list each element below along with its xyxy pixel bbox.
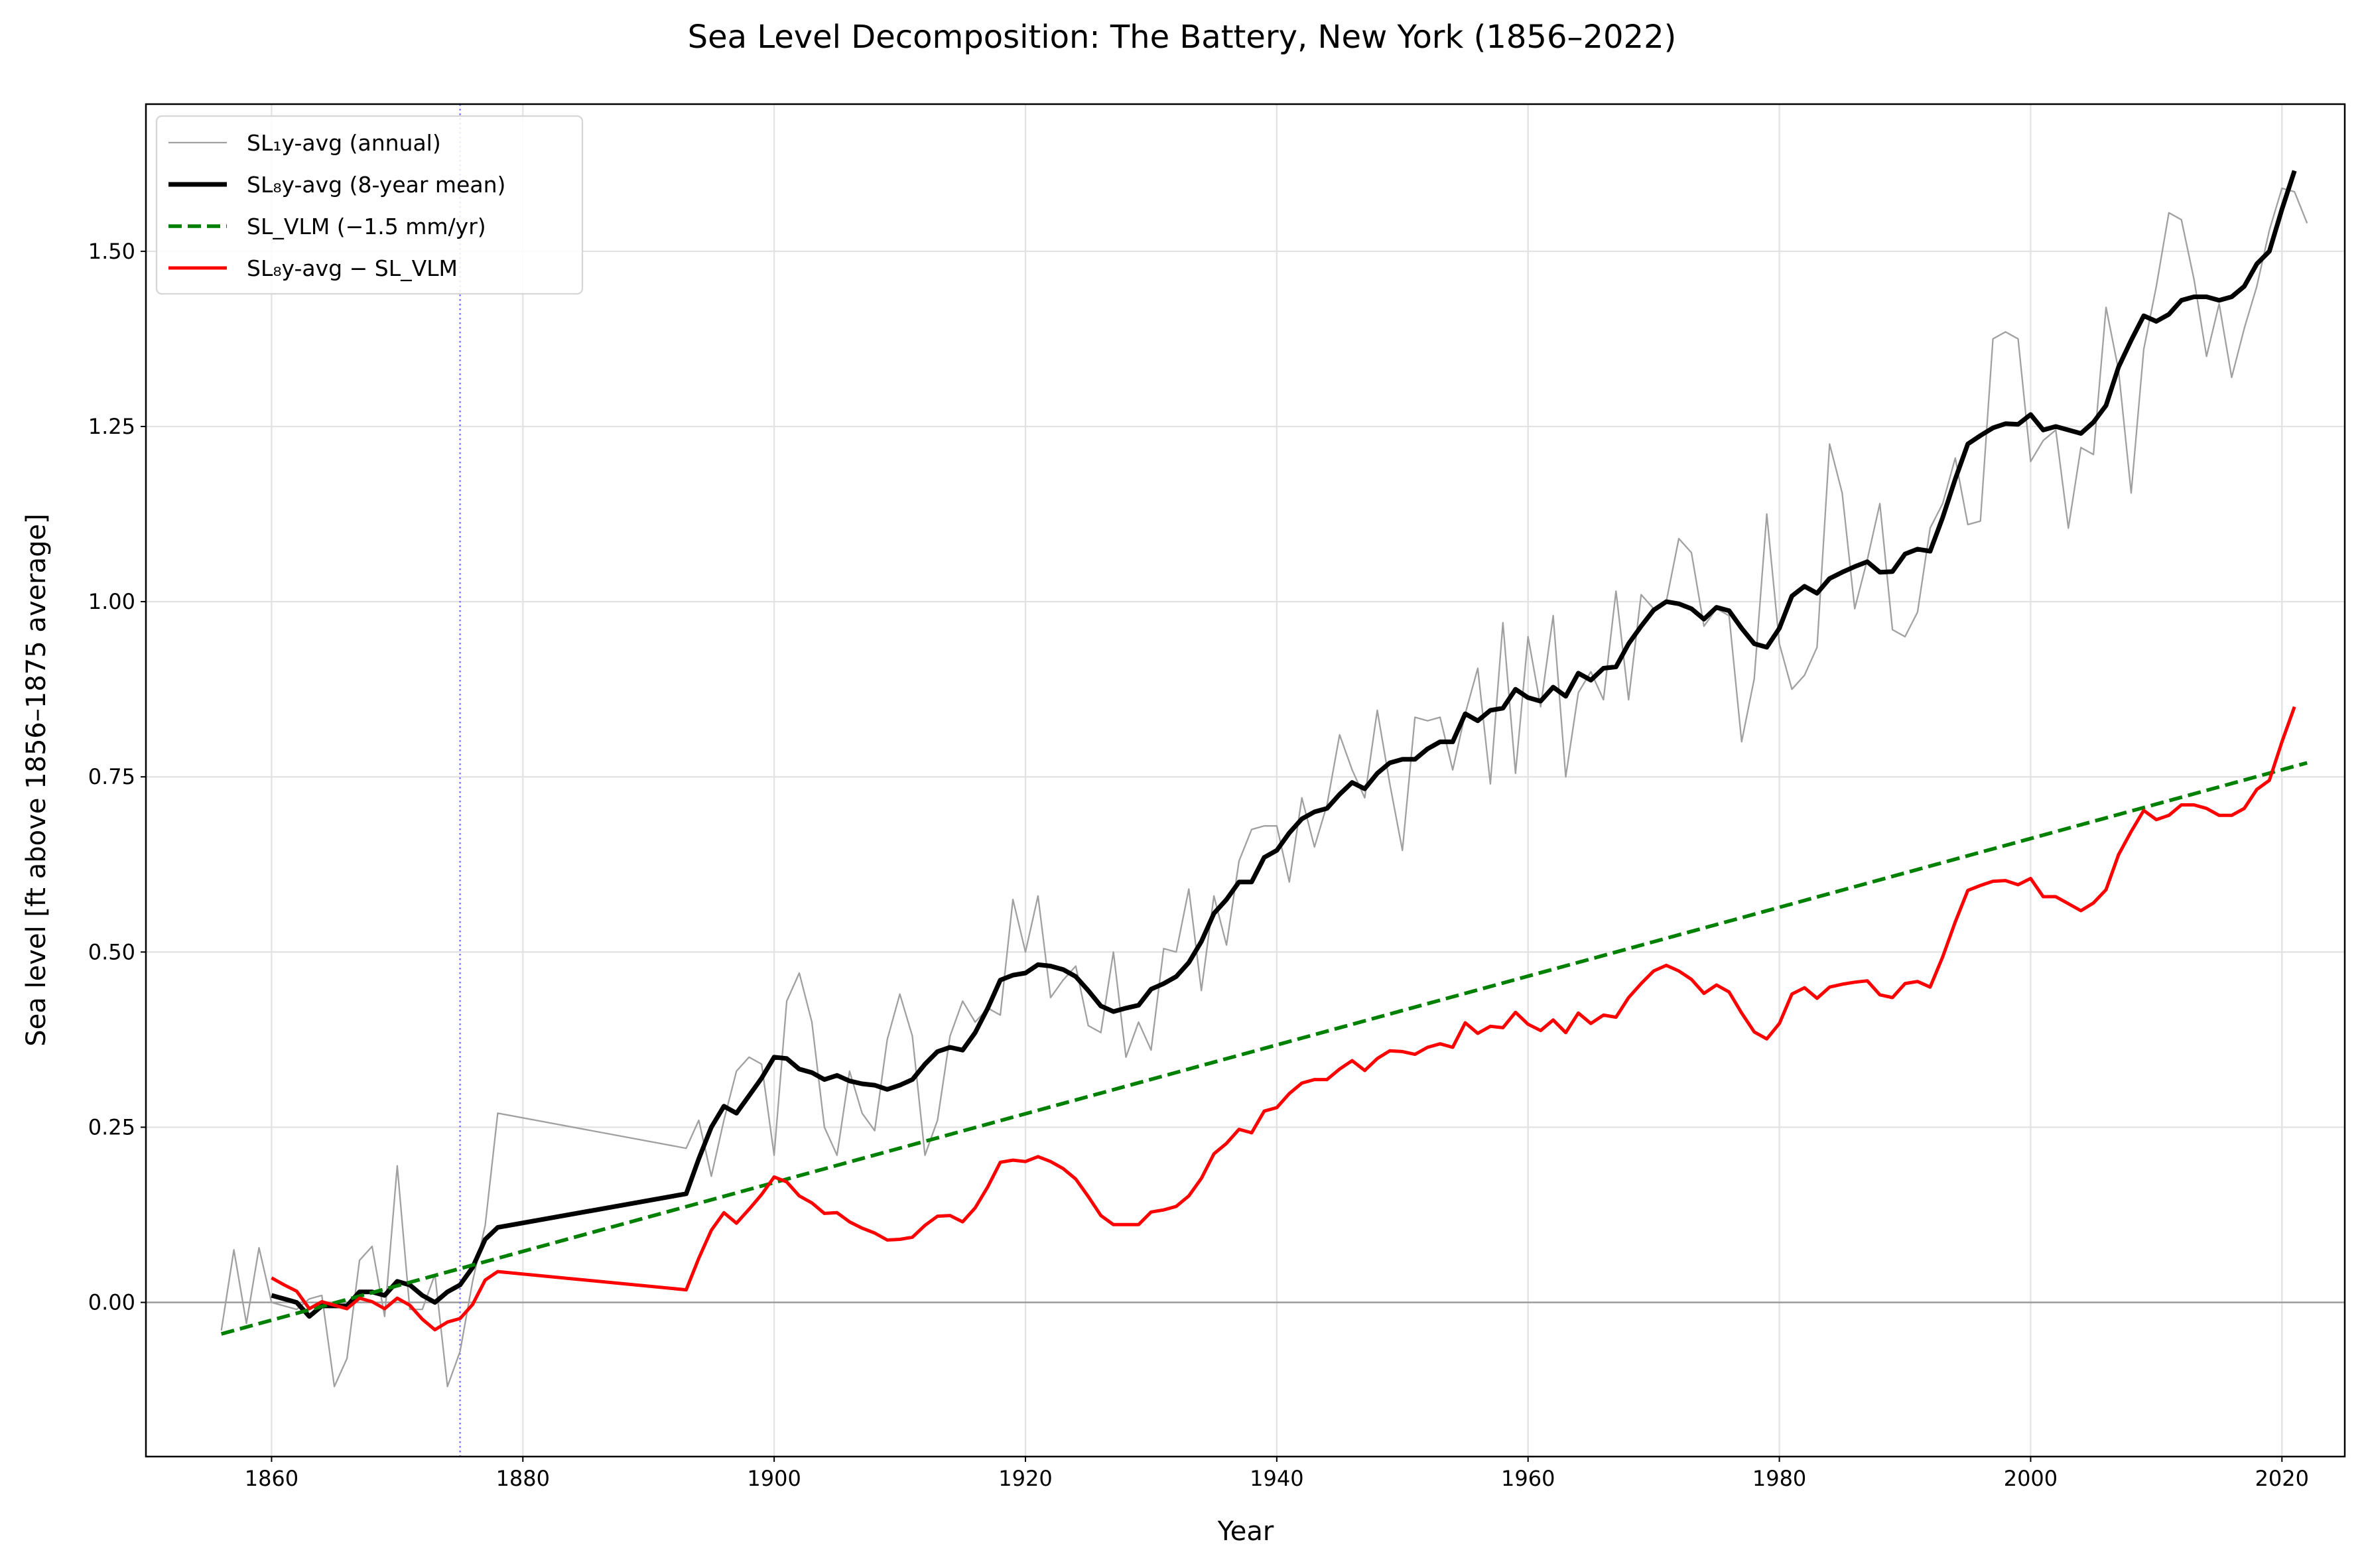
y-tick-label: 0.25 (88, 1114, 135, 1140)
x-tick-label: 1880 (496, 1466, 550, 1491)
reference-lines (146, 104, 2345, 1457)
eight-year-mean-line (271, 170, 2297, 1319)
y-tick-label: 0.75 (88, 764, 135, 789)
legend-label: SL₈y-avg − SL_VLM (247, 255, 458, 281)
y-axis-label: Sea level [ft above 1856–1875 average] (21, 513, 52, 1046)
plot-frame (145, 103, 2346, 1458)
legend-label: SL₁y-avg (annual) (247, 130, 441, 156)
y-tick-label: 0.50 (88, 939, 135, 964)
x-tick-label: 1960 (1501, 1466, 1555, 1491)
x-tick-label: 2020 (2255, 1466, 2309, 1491)
axis-ticks: 1860 1880 1900 1920 1940 1960 1980 2000 2020 0.00… (88, 239, 2309, 1491)
series-lines (220, 170, 2308, 1388)
x-axis-label: Year (1217, 1516, 1274, 1547)
y-tick-label: 1.00 (88, 589, 135, 614)
legend-label: SL_VLM (−1.5 mm/yr) (247, 214, 486, 239)
vlm-trend-line (220, 761, 2308, 1336)
y-tick-label: 1.50 (88, 239, 135, 264)
x-tick-label: 1900 (747, 1466, 801, 1491)
gridlines (146, 104, 2345, 1457)
x-tick-label: 1980 (1752, 1466, 1806, 1491)
corrected-series-line (271, 706, 2296, 1332)
x-tick-label: 1920 (998, 1466, 1052, 1491)
x-tick-label: 1860 (245, 1466, 298, 1491)
legend-label: SL₈y-avg (8-year mean) (247, 172, 505, 198)
y-tick-label: 0.00 (88, 1290, 135, 1315)
annual-series-line (220, 187, 2308, 1388)
y-tick-label: 1.25 (88, 414, 135, 439)
legend: SL₁y-avg (annual) SL₈y-avg (8-year mean) S… (155, 115, 584, 295)
x-tick-label: 2000 (2004, 1466, 2058, 1491)
chart-title: Sea Level Decomposition: The Battery, Ne… (688, 19, 1677, 56)
legend-box (155, 115, 584, 295)
x-tick-label: 1940 (1250, 1466, 1303, 1491)
